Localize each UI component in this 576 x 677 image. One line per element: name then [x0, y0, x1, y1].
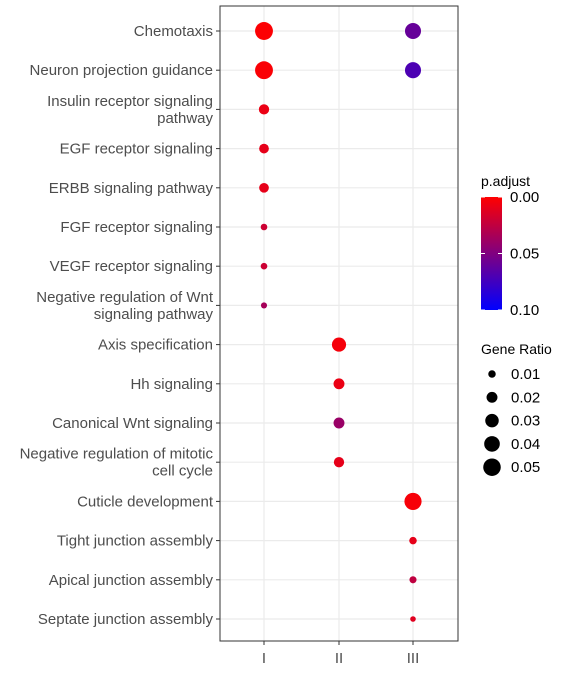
y-tick-label: signaling pathway: [94, 306, 214, 323]
size-legend-label: 0.01: [511, 366, 540, 383]
panel-border: [219, 5, 459, 642]
size-legend-title: Gene Ratio: [481, 341, 552, 357]
color-legend-bar: [481, 197, 502, 310]
color-legend-label: 0.00: [510, 189, 539, 206]
y-tick-label: Canonical Wnt signaling: [52, 415, 213, 432]
y-tick-label: Axis specification: [98, 337, 213, 354]
y-tick-label: Negative regulation of Wnt: [36, 289, 214, 306]
x-axis-labels: I II III: [262, 650, 419, 667]
color-legend-label: 0.10: [510, 302, 539, 319]
y-tick-label: Negative regulation of mitotic: [20, 446, 214, 463]
size-legend-dot: [483, 458, 501, 476]
grid-lines: [216, 6, 458, 645]
data-point: [409, 536, 417, 545]
size-legend-label: 0.05: [511, 459, 540, 476]
y-tick-label: Apical junction assembly: [49, 572, 214, 589]
y-tick-label: Insulin receptor signaling: [47, 93, 213, 110]
y-tick-label: Cuticle development: [77, 493, 214, 510]
x-tick-label: I: [262, 650, 266, 667]
data-point: [331, 337, 347, 352]
size-legend-dot: [485, 413, 499, 428]
y-tick-label: VEGF receptor signaling: [50, 258, 213, 275]
data-point: [410, 616, 416, 622]
data-point: [333, 417, 345, 429]
size-legend-dot: [488, 370, 496, 378]
size-legend-label: 0.02: [511, 389, 540, 406]
data-point: [260, 262, 268, 270]
x-tick-label: II: [335, 650, 343, 667]
y-tick-label: Neuron projection guidance: [30, 62, 213, 79]
y-axis-labels: Chemotaxis Neuron projection guidance Insu…: [20, 23, 214, 628]
data-point: [404, 22, 422, 40]
data-points: [255, 22, 422, 622]
size-legend-label: 0.03: [511, 413, 540, 430]
y-tick-label: pathway: [157, 110, 213, 127]
data-point: [259, 182, 269, 193]
y-tick-label: Chemotaxis: [134, 23, 213, 40]
x-tick-label: III: [407, 650, 420, 667]
data-point: [333, 457, 345, 468]
data-point: [404, 62, 422, 79]
data-point: [258, 104, 270, 115]
data-point: [260, 302, 268, 309]
data-point: [333, 378, 345, 390]
size-legend: Gene Ratio 0.01 0.02 0.03 0.04 0.05: [481, 341, 552, 476]
data-point: [409, 576, 417, 584]
size-legend-dot: [486, 391, 498, 403]
data-point: [404, 492, 422, 510]
y-tick-label: Tight junction assembly: [57, 533, 214, 550]
data-point: [259, 143, 269, 154]
y-tick-label: Hh signaling: [130, 376, 213, 393]
data-point: [255, 61, 273, 80]
data-point: [260, 223, 268, 231]
size-legend-dot: [484, 436, 500, 452]
y-tick-label: Septate junction assembly: [38, 611, 214, 628]
y-tick-label: FGF receptor signaling: [60, 219, 213, 236]
color-legend-label: 0.05: [510, 246, 539, 263]
size-legend-label: 0.04: [511, 436, 540, 453]
y-tick-label: ERBB signaling pathway: [49, 180, 214, 197]
color-legend-title: p.adjust: [481, 173, 530, 189]
data-point: [255, 22, 273, 40]
y-tick-label: cell cycle: [152, 463, 213, 480]
y-tick-label: EGF receptor signaling: [60, 141, 213, 158]
